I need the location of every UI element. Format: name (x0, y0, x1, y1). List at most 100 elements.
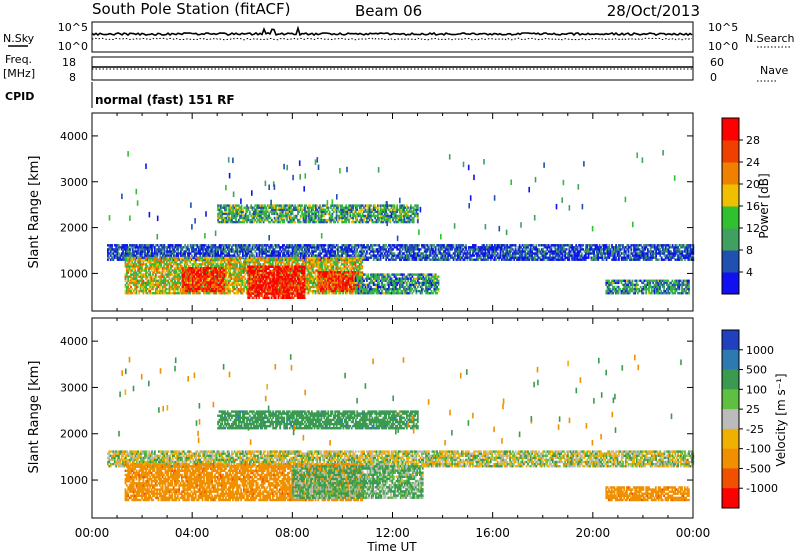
data-cell (231, 254, 233, 257)
data-cell (489, 244, 492, 247)
data-cell (557, 256, 560, 259)
data-cell (616, 258, 619, 261)
data-cell (469, 246, 472, 249)
data-cell (136, 273, 139, 276)
data-cell (118, 246, 120, 249)
data-cell (152, 292, 154, 295)
data-cell (306, 252, 309, 255)
data-cell (691, 250, 693, 253)
data-cell (644, 252, 646, 255)
data-cell (510, 254, 513, 257)
data-cell (564, 254, 567, 257)
data-cell (430, 252, 433, 255)
data-cell (171, 269, 174, 272)
data-cell (186, 248, 189, 251)
data-cell (348, 246, 350, 249)
data-cell (633, 256, 635, 259)
data-cell (139, 269, 142, 272)
data-cell (124, 283, 127, 287)
data-cell (196, 250, 199, 253)
data-cell (218, 256, 220, 260)
data-cell (253, 248, 255, 251)
data-cell (682, 246, 685, 249)
data-cell (188, 252, 191, 255)
data-cell (304, 250, 306, 253)
data-cell (513, 250, 516, 253)
data-cell (247, 252, 250, 255)
data-cell (134, 279, 136, 282)
data-cell (461, 256, 463, 259)
data-cell (216, 261, 219, 264)
data-cell (348, 248, 350, 251)
data-cell (287, 246, 290, 249)
data-cell (143, 259, 146, 262)
data-cell (237, 292, 240, 295)
data-cell (179, 265, 182, 268)
data-cell (176, 275, 179, 278)
data-cell (613, 256, 616, 259)
data-cell (349, 244, 352, 247)
data-cell (246, 252, 248, 255)
data-cell (156, 248, 159, 251)
data-cell (330, 248, 332, 251)
data-cell (134, 263, 136, 266)
data-cell (247, 246, 250, 249)
data-cell (346, 248, 349, 251)
data-cell (582, 256, 584, 259)
data-cell (145, 271, 147, 274)
data-cell (139, 261, 142, 264)
data-cell (150, 265, 153, 268)
data-cell (138, 259, 141, 262)
data-cell (321, 248, 324, 251)
data-cell (343, 252, 346, 255)
data-cell (179, 281, 182, 285)
data-cell (357, 252, 360, 255)
data-cell (637, 246, 640, 249)
data-cell (392, 256, 394, 259)
data-cell (178, 258, 181, 261)
data-cell (196, 244, 199, 247)
data-cell (189, 256, 192, 260)
data-cell (631, 244, 634, 247)
data-cell (222, 244, 225, 247)
data-cell (579, 248, 582, 251)
data-cell (416, 248, 419, 251)
data-cell (511, 244, 514, 247)
data-cell (208, 250, 211, 253)
data-cell (465, 244, 467, 247)
data-cell (363, 244, 365, 247)
data-cell (165, 292, 168, 295)
data-cell (178, 269, 181, 272)
data-cell (158, 248, 160, 251)
data-cell (597, 254, 600, 257)
data-cell (571, 254, 573, 257)
data-cell (596, 252, 598, 255)
data-cell (164, 287, 167, 291)
data-cell (243, 279, 245, 282)
data-cell (385, 250, 387, 253)
data-cell (189, 292, 192, 295)
data-cell (181, 246, 184, 249)
data-cell (127, 263, 130, 266)
data-cell (130, 273, 132, 276)
data-cell (411, 250, 414, 253)
data-cell (164, 281, 167, 285)
data-cell (645, 244, 648, 247)
data-cell (492, 250, 495, 253)
data-cell (261, 246, 264, 249)
data-cell (181, 248, 184, 251)
data-cell (627, 244, 630, 247)
data-cell (674, 252, 677, 255)
data-cell (273, 248, 276, 251)
data-cell (181, 258, 184, 261)
data-cell (180, 244, 182, 247)
data-cell (569, 252, 572, 255)
data-cell (132, 256, 135, 260)
data-cell (174, 244, 177, 247)
data-cell (146, 279, 149, 282)
data-cell (653, 244, 656, 247)
data-cell (213, 250, 215, 253)
data-cell (510, 246, 513, 249)
data-cell (400, 254, 403, 257)
data-cell (611, 254, 613, 257)
